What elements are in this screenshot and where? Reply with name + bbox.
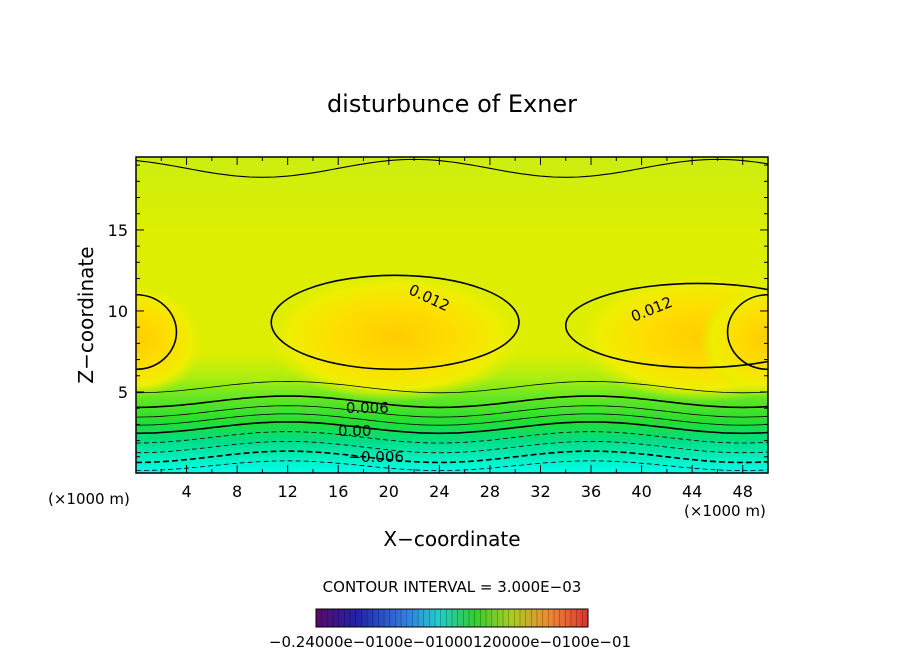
x-tick-label: 28 xyxy=(480,482,500,501)
x-tick-label: 16 xyxy=(328,482,348,501)
x-tick-label: 24 xyxy=(429,482,449,501)
x-tick-label: 12 xyxy=(278,482,298,501)
contour-line-neg-2 xyxy=(136,441,768,454)
x-tick-label: 48 xyxy=(733,482,753,501)
contour-interval-text: CONTOUR INTERVAL = 3.000E−03 xyxy=(323,578,582,596)
contour-line-2 xyxy=(136,413,768,426)
x-tick-label: 20 xyxy=(379,482,399,501)
x-tick-label: 4 xyxy=(181,482,191,501)
warm-core-0 xyxy=(136,283,206,397)
contour-label: −0.006 xyxy=(348,448,404,466)
y-tick-label: 5 xyxy=(118,383,128,402)
contour-line-neg-3 xyxy=(136,460,768,472)
contour-lines xyxy=(136,158,768,472)
colorbar-labels: −0.24000e−0100e−01000120000e−0100e−01 xyxy=(269,633,631,651)
x-tick-label: 40 xyxy=(631,482,651,501)
y-tick-label: 10 xyxy=(108,302,128,321)
x-tick-label: 8 xyxy=(232,482,242,501)
contour-line-zero xyxy=(136,421,768,435)
contour-line-0 xyxy=(136,380,768,394)
contour-line-neg-1 xyxy=(136,431,768,444)
x-unit-right: (×1000 m) xyxy=(684,502,766,520)
warm-core-1 xyxy=(262,272,528,402)
contour-line-top xyxy=(136,158,768,178)
x-tick-label: 36 xyxy=(581,482,601,501)
contour-line-neg-006 xyxy=(136,450,768,464)
plot-area xyxy=(136,157,768,473)
contour-line-012-2 xyxy=(564,282,768,369)
y-axis-label: Z−coordinate xyxy=(74,246,98,383)
y-tick-label: 15 xyxy=(108,221,128,240)
contour-fills xyxy=(136,272,768,402)
x-tick-label: 44 xyxy=(682,482,702,501)
contour-line-1 xyxy=(136,405,768,418)
contour-label: 0.00 xyxy=(338,422,371,440)
contour-line-012-3 xyxy=(726,293,768,371)
plot-frame xyxy=(135,156,769,474)
contour-line-012-1 xyxy=(270,274,520,371)
x-axis-label: X−coordinate xyxy=(383,527,520,551)
contour-label: 0.006 xyxy=(346,399,389,417)
x-tick-label: 32 xyxy=(530,482,550,501)
chart-title: disturbunce of Exner xyxy=(327,90,577,118)
warm-core-3 xyxy=(698,283,768,397)
x-unit-left: (×1000 m) xyxy=(48,490,130,508)
colorbar xyxy=(315,608,589,628)
colorbar-ticks xyxy=(321,609,583,627)
contour-line-0-006 xyxy=(136,395,768,409)
